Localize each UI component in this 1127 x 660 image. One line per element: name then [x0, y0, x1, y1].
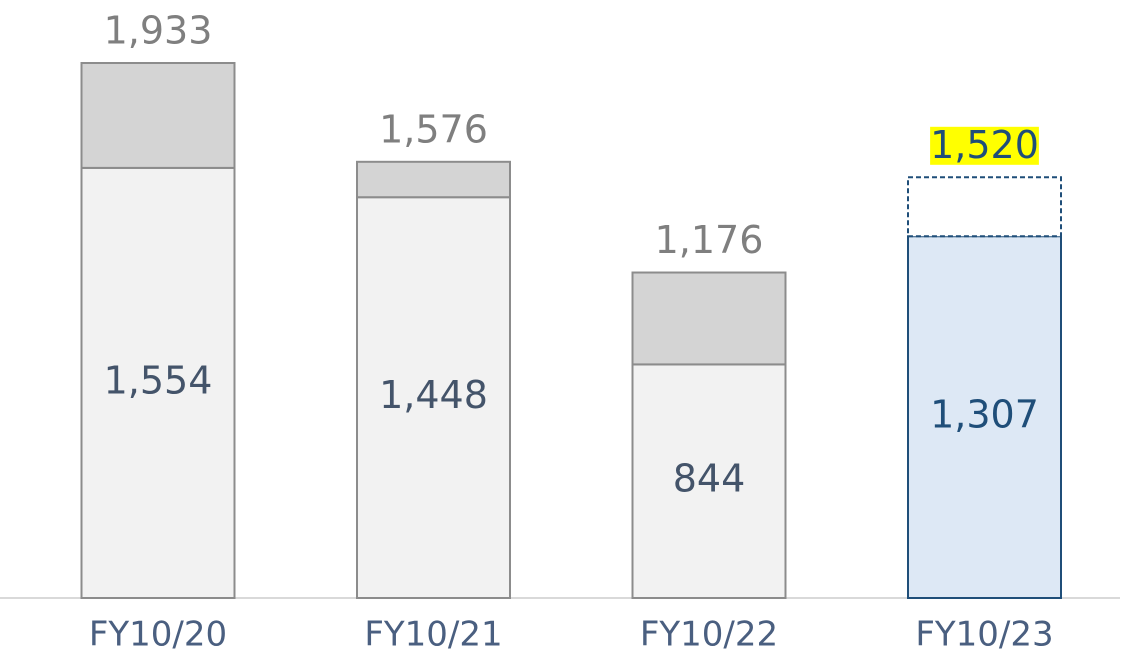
total-label: 1,576 — [379, 107, 488, 151]
bar-segment — [907, 235, 1062, 599]
x-tick-label: FY10/22 — [640, 615, 778, 655]
bar-segment — [907, 176, 1062, 238]
bar-segment — [356, 160, 511, 199]
segment-label: 1,448 — [379, 373, 488, 417]
x-tick-label: FY10/21 — [364, 615, 502, 655]
bar-segment — [631, 271, 787, 366]
x-tick-label: FY10/23 — [915, 615, 1053, 655]
x-tick-label: FY10/20 — [89, 615, 227, 655]
segment-label: 1,307 — [930, 393, 1039, 437]
total-label: 1,933 — [104, 9, 213, 53]
segment-label: 844 — [673, 457, 746, 501]
label-highlight — [930, 126, 1039, 165]
total-label: 1,520 — [930, 123, 1039, 167]
segment-label: 1,554 — [104, 358, 213, 402]
bar-segment — [80, 166, 236, 599]
bar-segment — [356, 196, 511, 599]
total-label: 1,176 — [655, 218, 764, 262]
bar-segment — [80, 62, 236, 169]
